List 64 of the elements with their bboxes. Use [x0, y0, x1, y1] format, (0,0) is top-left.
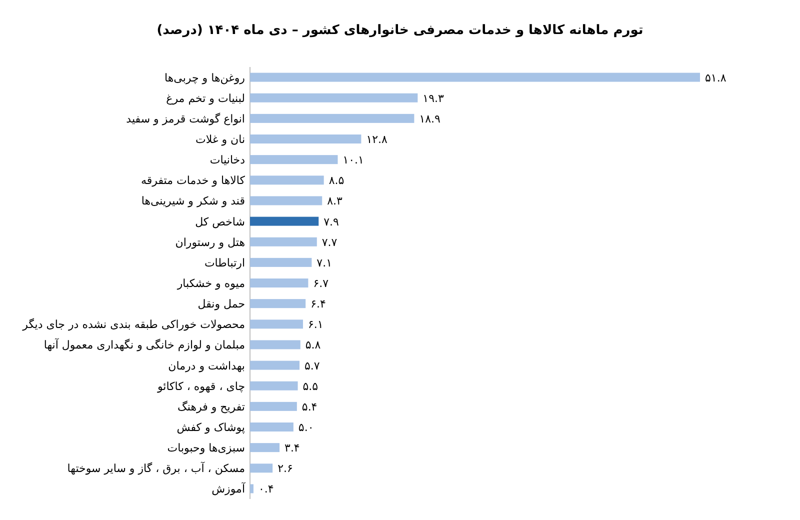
data-label: ۸.۳: [327, 194, 343, 208]
data-label: ۵۱.۸: [705, 71, 726, 84]
data-label: ۲.۶: [278, 462, 293, 476]
data-label: ۱۹.۳: [422, 92, 444, 105]
bar: [250, 216, 319, 226]
data-label: ۵.۸: [305, 338, 321, 352]
bar: [250, 402, 297, 411]
data-label: ۳.۴: [284, 442, 300, 455]
data-label: ۷.۹: [324, 215, 340, 228]
y-tick-label: میوه و خشکبار: [176, 277, 246, 290]
data-label: ۷.۱: [316, 256, 332, 270]
data-label: ۱۲.۸: [366, 133, 388, 146]
data-label: ۵.۷: [304, 359, 320, 372]
bar: [250, 320, 303, 329]
y-tick-label: آموزش: [212, 482, 246, 496]
y-tick-label: انواع گوشت قرمز و سفید: [126, 112, 245, 126]
bar: [250, 278, 308, 288]
bar: [250, 176, 324, 185]
bar: [250, 258, 312, 267]
y-tick-label: مسکن ، آب ، برق ، گاز و سایر سوختها: [67, 461, 246, 476]
y-tick-label: کالاها و خدمات متفرقه: [141, 174, 246, 188]
bar: [250, 196, 322, 206]
bar: [250, 360, 300, 370]
bar: [250, 155, 338, 164]
bar: [250, 422, 294, 432]
data-label: ۶.۴: [310, 298, 326, 311]
data-label: ۸.۵: [328, 174, 344, 188]
data-label: ۶.۷: [313, 277, 329, 290]
data-label: ۵.۴: [302, 400, 318, 414]
data-label: ۰.۴: [258, 482, 274, 496]
bar: [250, 443, 280, 452]
y-tick-label: قند و شکر و شیرینی‌ها: [141, 194, 245, 208]
y-tick-label: نان و غلات: [196, 133, 245, 146]
bar: [250, 464, 273, 473]
bar: [250, 72, 700, 82]
bar: [250, 93, 418, 102]
y-tick-label: دخانیات: [210, 154, 246, 167]
bar: [250, 134, 362, 144]
y-tick-label: لبنیات و تخم مرغ: [166, 92, 245, 105]
y-tick-label: چای ، قهوه ، کاکائو: [156, 380, 245, 393]
y-tick-label: محصولات خوراکی طبقه بندی نشده در جای دیگر: [22, 318, 246, 332]
bar: [250, 237, 317, 246]
data-label: ۱۰.۱: [342, 154, 364, 167]
y-tick-label: پوشاک و کفش: [176, 421, 245, 434]
y-tick-label: مبلمان و لوازم خانگی و نگهداری معمول آنها: [44, 338, 246, 352]
y-tick-label: بهداشت و درمان: [168, 359, 245, 372]
data-label: ۵.۵: [302, 380, 318, 393]
y-tick-label: روغن‌ها و چربی‌ها: [164, 71, 245, 84]
y-tick-label: حمل ونقل: [198, 298, 245, 311]
y-tick-label: ارتباطات: [204, 256, 245, 270]
data-label: ۱۸.۹: [419, 112, 440, 126]
bar: [250, 340, 300, 350]
bar: [250, 299, 306, 308]
data-label: ۵.۰: [298, 421, 314, 434]
y-tick-label: سبزی‌ها وحبوبات: [167, 442, 245, 455]
data-label: ۶.۱: [308, 318, 324, 332]
y-tick-label: شاخص کل: [195, 215, 245, 228]
y-tick-label: تفریح و فرهنگ: [178, 400, 245, 414]
bar: [250, 381, 298, 390]
bar: [250, 484, 254, 494]
bar: [250, 114, 414, 123]
data-label: ۷.۷: [322, 236, 338, 249]
chart-title: تورم ماهانه کالاها و خدمات مصرفی خانوارهای کشور – دی ماه ۱۴۰۴ (درصد): [156, 23, 644, 38]
y-tick-label: هتل و رستوران: [175, 236, 246, 249]
